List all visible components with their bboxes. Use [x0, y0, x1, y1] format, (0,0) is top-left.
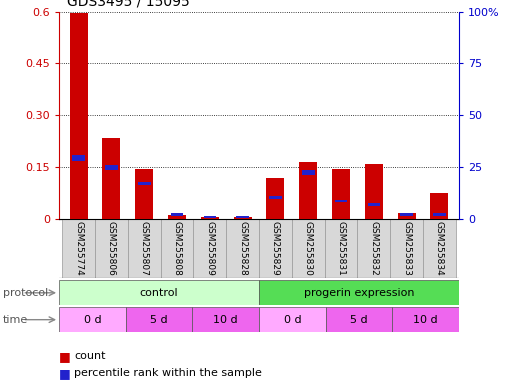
Text: 0 d: 0 d	[84, 314, 101, 325]
Bar	[95, 219, 128, 278]
Bar	[171, 214, 183, 216]
Text: GSM255831: GSM255831	[337, 221, 346, 276]
Bar	[302, 170, 314, 175]
Bar	[332, 169, 350, 219]
Text: protocol: protocol	[3, 288, 48, 298]
Text: 10 d: 10 d	[213, 314, 238, 325]
Bar	[259, 280, 459, 305]
Bar	[398, 213, 416, 219]
Bar	[400, 214, 413, 216]
Text: GSM255828: GSM255828	[238, 221, 247, 276]
Bar	[269, 196, 282, 199]
Bar	[201, 217, 219, 219]
Bar	[226, 219, 259, 278]
Bar	[138, 182, 151, 185]
Text: GSM255832: GSM255832	[369, 221, 379, 276]
Text: 5 d: 5 d	[350, 314, 368, 325]
Bar	[259, 307, 326, 332]
Bar	[392, 307, 459, 332]
Bar	[259, 219, 292, 278]
Bar	[126, 307, 192, 332]
Bar	[233, 217, 252, 219]
Bar	[59, 307, 126, 332]
Text: ■: ■	[59, 350, 71, 363]
Text: time: time	[3, 314, 28, 325]
Text: control: control	[140, 288, 179, 298]
Bar	[236, 216, 249, 218]
Text: GDS3495 / 15095: GDS3495 / 15095	[67, 0, 190, 9]
Text: GSM255809: GSM255809	[205, 221, 214, 276]
Bar	[59, 280, 259, 305]
Bar	[103, 138, 121, 219]
Text: GSM255834: GSM255834	[435, 221, 444, 276]
Bar	[326, 307, 392, 332]
Bar	[135, 169, 153, 219]
Text: 10 d: 10 d	[413, 314, 438, 325]
Text: 0 d: 0 d	[284, 314, 301, 325]
Bar	[325, 219, 358, 278]
Text: GSM255830: GSM255830	[304, 221, 313, 276]
Text: GSM255774: GSM255774	[74, 221, 83, 276]
Bar	[161, 219, 193, 278]
Bar	[433, 214, 446, 216]
Bar	[292, 219, 325, 278]
Bar	[367, 203, 380, 206]
Bar	[390, 219, 423, 278]
Text: progerin expression: progerin expression	[304, 288, 415, 298]
Bar	[168, 215, 186, 219]
Bar	[72, 155, 85, 161]
Text: GSM255808: GSM255808	[172, 221, 182, 276]
Bar	[430, 193, 448, 219]
Text: GSM255829: GSM255829	[271, 221, 280, 276]
Bar	[266, 178, 285, 219]
Bar	[204, 216, 216, 218]
Bar	[193, 219, 226, 278]
Text: count: count	[74, 351, 106, 361]
Bar	[299, 162, 317, 219]
Text: GSM255833: GSM255833	[402, 221, 411, 276]
Bar	[358, 219, 390, 278]
Bar	[128, 219, 161, 278]
Text: 5 d: 5 d	[150, 314, 168, 325]
Bar	[62, 219, 95, 278]
Bar	[423, 219, 456, 278]
Bar	[192, 307, 259, 332]
Text: GSM255806: GSM255806	[107, 221, 116, 276]
Bar	[365, 164, 383, 219]
Bar	[70, 13, 88, 219]
Text: GSM255807: GSM255807	[140, 221, 149, 276]
Bar	[335, 200, 347, 202]
Text: percentile rank within the sample: percentile rank within the sample	[74, 368, 262, 378]
Text: ■: ■	[59, 367, 71, 380]
Bar	[105, 165, 118, 170]
